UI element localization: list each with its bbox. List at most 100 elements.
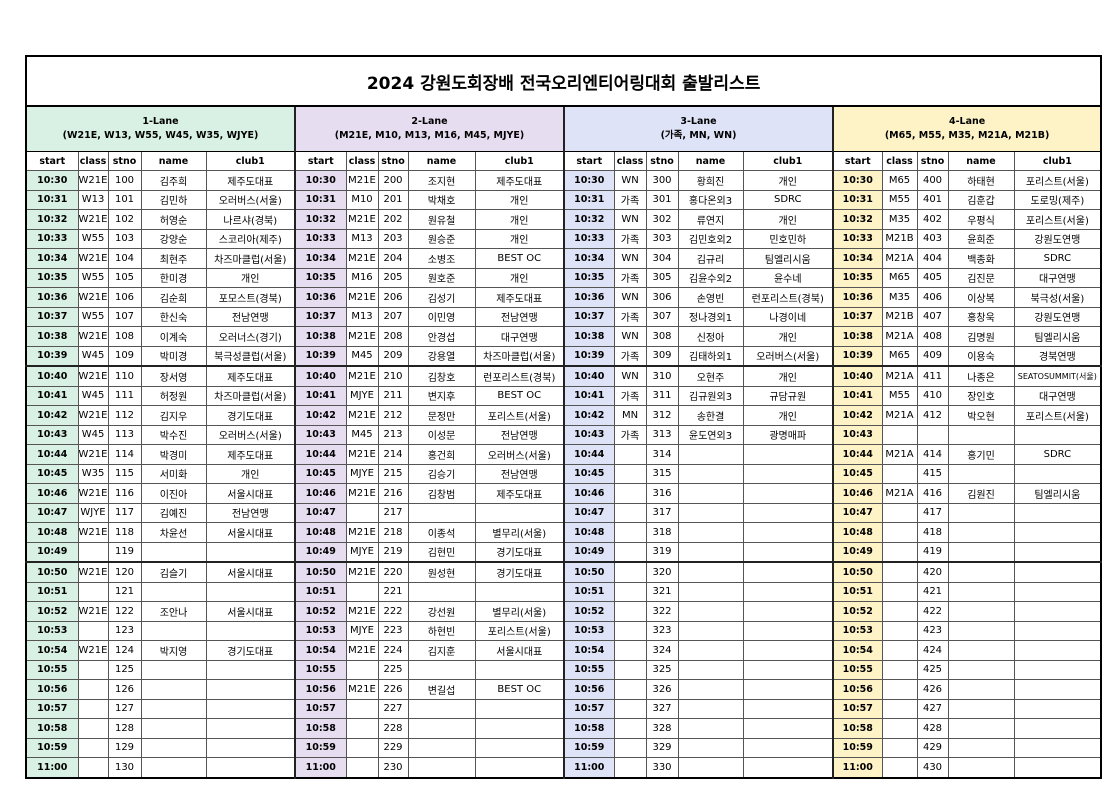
club: 경북연맹: [1013, 345, 1102, 367]
class: M21E: [345, 522, 379, 543]
start-time: 10:53: [25, 620, 79, 641]
runner-name: 강용열: [407, 345, 476, 367]
start-list-table: 2024 강원도회장배 전국오리엔티어링대회 출발리스트 1-Lane (W21E…: [25, 55, 1103, 779]
class: M21E: [345, 483, 379, 504]
start-time: 10:35: [563, 267, 615, 288]
club: [742, 659, 834, 680]
club: [205, 541, 296, 563]
start-number: 225: [377, 659, 409, 680]
start-row: 11:00 130 11:00 230 11:00 330 11:00 430: [25, 757, 1102, 778]
class: [345, 659, 379, 680]
start-number: 310: [645, 365, 679, 387]
start-time: 10:54: [25, 640, 79, 661]
runner-name: 김승기: [407, 463, 476, 484]
start-number: [916, 424, 949, 445]
start-number: 319: [645, 541, 679, 563]
start-number: 208: [377, 326, 409, 347]
club: 경기도대표: [205, 405, 296, 426]
class: M21A: [881, 444, 918, 465]
runner-name: 홍창욱: [947, 306, 1015, 327]
club: 서울시대표: [205, 522, 296, 543]
start-time: 10:56: [563, 679, 615, 700]
start-row: 10:48 W21E 118 차윤선 서울시대표 10:48 M21E 218 이종석 별무리(서…: [25, 522, 1102, 543]
start-row: 10:50 W21E 120 김슬기 서울시대표 10:50 M21E 220 원성현 경기도대표…: [25, 561, 1102, 583]
class: [881, 620, 918, 641]
start-time: 11:00: [832, 757, 883, 778]
lane-classes: (M21E, M10, M13, M16, M45, MJYE): [334, 130, 525, 141]
runner-name: 김태하외1: [677, 345, 744, 367]
start-time: 10:42: [563, 405, 615, 426]
start-time: 10:43: [832, 424, 883, 445]
class: [613, 483, 647, 504]
lane-classes: (가족, MN, WN): [660, 130, 737, 141]
start-number: 414: [916, 444, 949, 465]
class: [613, 718, 647, 739]
start-number: 428: [916, 718, 949, 739]
start-number: 130: [107, 757, 142, 778]
lane-title: 4-Lane: [948, 116, 986, 127]
start-number: 125: [107, 659, 142, 680]
club: [1013, 502, 1102, 523]
class: 가족: [613, 385, 647, 406]
club: [742, 718, 834, 739]
start-time: 10:57: [25, 698, 79, 719]
start-number: 404: [916, 248, 949, 269]
runner-name: 김성기: [407, 287, 476, 308]
class: M10: [345, 189, 379, 210]
club: 개인: [742, 326, 834, 347]
column-header: class: [613, 151, 647, 171]
start-time: 10:59: [294, 737, 347, 758]
start-number: 320: [645, 561, 679, 583]
club: [1013, 463, 1102, 484]
start-time: 10:49: [294, 541, 347, 563]
start-time: 11:00: [25, 757, 79, 778]
column-header: start: [832, 151, 883, 171]
class: [881, 502, 918, 523]
start-time: 10:34: [563, 248, 615, 269]
class: W21E: [77, 365, 109, 387]
class: [77, 737, 109, 758]
start-time: 10:40: [832, 365, 883, 387]
start-time: 10:45: [294, 463, 347, 484]
class: WJYE: [77, 502, 109, 523]
class: M35: [881, 209, 918, 230]
column-header: start: [25, 151, 79, 171]
start-row: 10:36 W21E 106 김순희 포모스트(경북) 10:36 M21E 206 김성기 제주…: [25, 287, 1102, 308]
start-time: 10:36: [563, 287, 615, 308]
start-number: 426: [916, 679, 949, 700]
club: [474, 698, 565, 719]
start-time: 10:39: [25, 345, 79, 367]
class: W55: [77, 228, 109, 249]
club: 팀엘리시움: [742, 248, 834, 269]
start-time: 10:49: [832, 541, 883, 563]
class: W55: [77, 267, 109, 288]
sheet: 2024 강원도회장배 전국오리엔티어링대회 출발리스트 1-Lane (W21E…: [25, 55, 1103, 779]
start-time: 10:51: [294, 581, 347, 602]
start-time: 10:44: [563, 444, 615, 465]
lane-header: 4-Lane (M65, M55, M35, M21A, M21B): [831, 105, 1102, 152]
class: M21E: [345, 444, 379, 465]
start-number: 110: [107, 365, 142, 387]
start-time: 10:50: [25, 561, 79, 583]
runner-name: [407, 659, 476, 680]
start-number: 302: [645, 209, 679, 230]
club: 나르샤(경북): [205, 209, 296, 230]
start-time: 10:39: [294, 345, 347, 367]
class: M13: [345, 306, 379, 327]
club: 광명매파: [742, 424, 834, 445]
start-number: 227: [377, 698, 409, 719]
start-number: 314: [645, 444, 679, 465]
class: W21E: [77, 170, 109, 191]
lane-classes: (M65, M55, M35, M21A, M21B): [884, 130, 1050, 141]
runner-name: 손영빈: [677, 287, 744, 308]
class: [345, 502, 379, 523]
title-row: 2024 강원도회장배 전국오리엔티어링대회 출발리스트: [25, 55, 1102, 107]
runner-name: [140, 541, 207, 563]
class: [881, 581, 918, 602]
club: [1013, 640, 1102, 661]
start-time: 10:34: [832, 248, 883, 269]
start-time: 10:55: [25, 659, 79, 680]
start-time: 10:32: [294, 209, 347, 230]
start-time: 10:42: [25, 405, 79, 426]
start-time: 10:35: [832, 267, 883, 288]
